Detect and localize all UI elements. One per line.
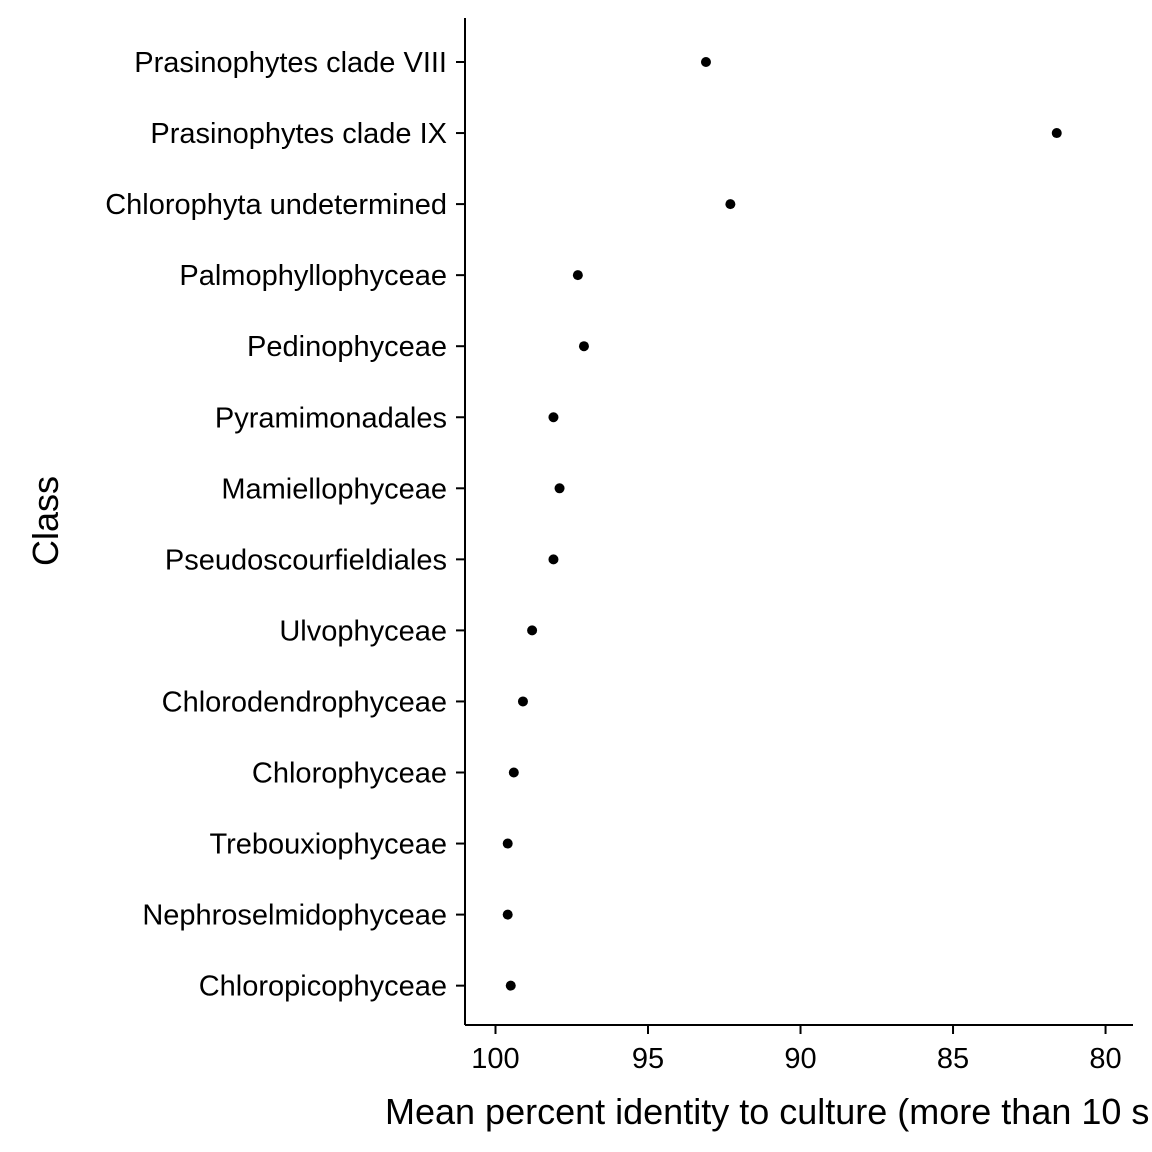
x-axis-ticks: 100 95 90 85 80 (471, 1025, 1122, 1075)
y-tick-label: Mamiellophyceae (221, 473, 447, 505)
y-tick-label: Chlorophyceae (252, 758, 447, 790)
data-point (502, 909, 513, 920)
y-tick-label: Chlorophyta undetermined (105, 189, 447, 221)
x-tick-label: 95 (632, 1043, 664, 1075)
data-points (502, 57, 1062, 991)
y-tick-label: Trebouxiophyceae (209, 829, 447, 861)
y-tick-label: Palmophyllophyceae (179, 260, 447, 292)
data-point (554, 483, 565, 494)
y-tick-label: Prasinophytes clade IX (150, 118, 447, 150)
data-point (508, 767, 519, 778)
x-tick-label: 85 (937, 1043, 969, 1075)
y-axis-ticks: Prasinophytes clade VIII Prasinophytes cl… (105, 47, 465, 1003)
data-point (502, 838, 513, 849)
data-point (572, 270, 583, 281)
data-point (578, 341, 589, 352)
data-point (1051, 128, 1062, 139)
data-point (505, 980, 516, 991)
y-tick-label: Ulvophyceae (279, 615, 447, 647)
y-tick-label: Chloropicophyceae (199, 971, 447, 1003)
x-axis-title: Mean percent identity to culture (more t… (385, 1091, 1149, 1132)
y-tick-label: Pyramimonadales (215, 402, 447, 434)
data-point (548, 554, 559, 565)
x-tick-label: 80 (1089, 1043, 1121, 1075)
y-axis-title: Class (25, 476, 66, 566)
data-point (725, 199, 736, 210)
y-tick-label: Pseudoscourfieldiales (165, 544, 447, 576)
data-point (700, 57, 711, 67)
axes (464, 18, 1133, 1026)
y-tick-label: Chlorodendrophyceae (162, 686, 447, 718)
y-tick-label: Nephroselmidophyceae (142, 900, 447, 932)
data-point (517, 696, 528, 707)
y-tick-label: Pedinophyceae (247, 331, 447, 363)
data-point (548, 412, 559, 423)
x-tick-label: 90 (784, 1043, 816, 1075)
data-point (527, 625, 538, 636)
x-tick-label: 100 (471, 1043, 519, 1075)
y-tick-label: Prasinophytes clade VIII (134, 47, 447, 79)
